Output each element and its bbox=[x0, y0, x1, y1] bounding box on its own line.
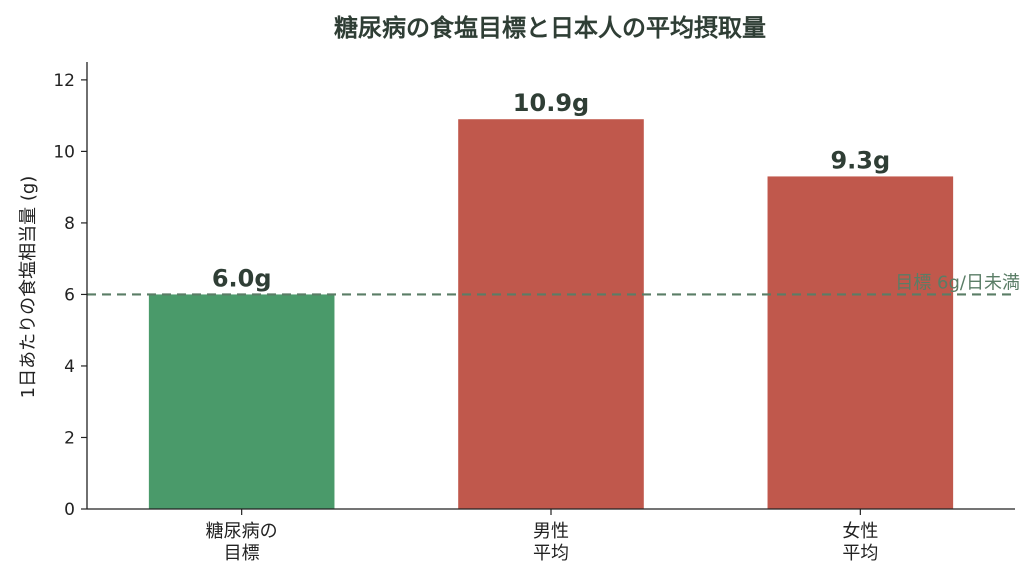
chart-title: 糖尿病の食塩目標と日本人の平均摂取量 bbox=[334, 14, 766, 42]
bars-group bbox=[148, 119, 954, 509]
x-tick-label-1-0: 男性 bbox=[533, 521, 569, 542]
y-tick-label-4: 4 bbox=[64, 357, 75, 377]
y-tick-label-8: 8 bbox=[64, 214, 75, 234]
bar-0 bbox=[148, 294, 335, 509]
y-tick-label-2: 2 bbox=[64, 428, 75, 448]
reference-line-label: 目標 6g/日未満 bbox=[895, 272, 1020, 293]
value-label-0: 6.0g bbox=[212, 264, 272, 292]
x-tick-label-0-0: 糖尿病の bbox=[206, 521, 278, 542]
x-tick-label-1-1: 平均 bbox=[533, 543, 569, 564]
value-label-2: 9.3g bbox=[830, 146, 890, 174]
axes-group bbox=[81, 62, 1015, 515]
value-label-1: 10.9g bbox=[513, 89, 589, 117]
x-tick-label-2-1: 平均 bbox=[842, 543, 878, 564]
bar-1 bbox=[458, 119, 644, 509]
x-tick-label-2-0: 女性 bbox=[842, 521, 878, 542]
y-tick-label-12: 12 bbox=[53, 71, 75, 91]
bar-2 bbox=[767, 176, 954, 509]
y-tick-label-6: 6 bbox=[64, 285, 75, 305]
x-tick-label-0-1: 目標 bbox=[224, 543, 260, 564]
y-axis-label: 1日あたりの食塩相当量 (g) bbox=[18, 176, 39, 399]
y-tick-label-0: 0 bbox=[64, 500, 75, 520]
y-tick-label-10: 10 bbox=[53, 142, 75, 162]
